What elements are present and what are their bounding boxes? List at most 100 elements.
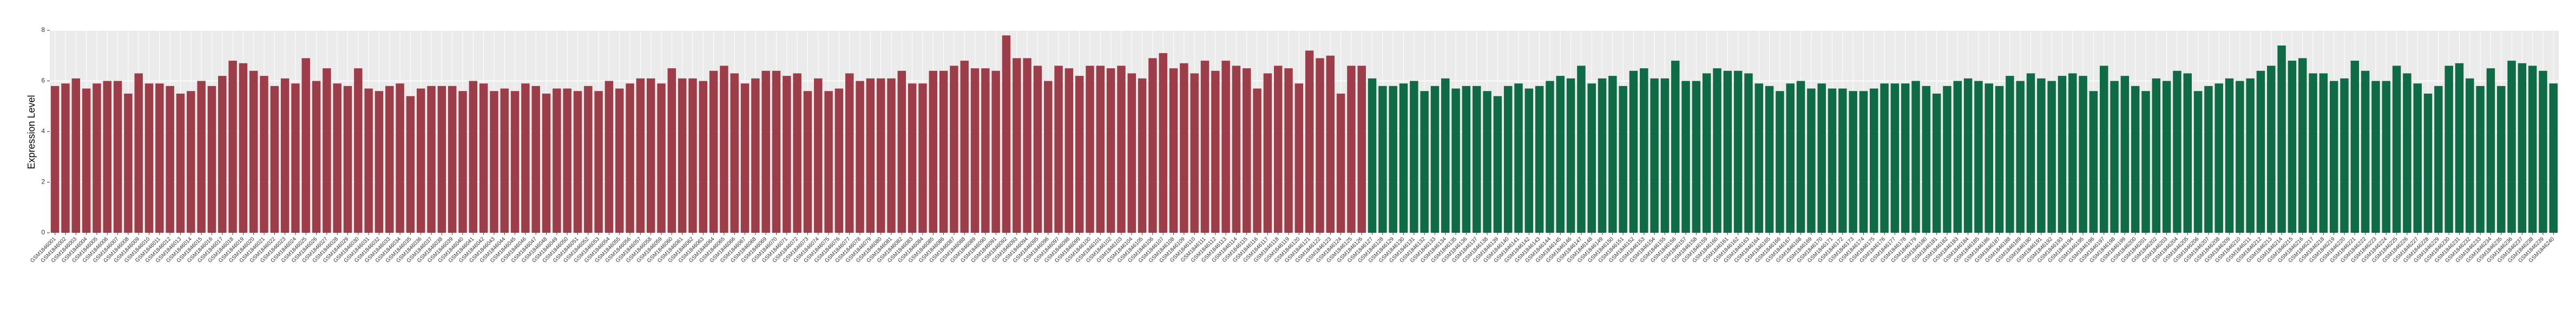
bar: [573, 91, 582, 233]
bar: [2183, 73, 2192, 233]
bar: [636, 78, 645, 233]
bar: [1451, 88, 1460, 233]
bar: [918, 83, 927, 233]
bar: [563, 88, 571, 233]
bar: [1765, 86, 1774, 233]
bar: [646, 78, 655, 233]
bar: [1347, 66, 1356, 233]
bar: [249, 70, 258, 233]
bar: [2392, 66, 2401, 233]
bar: [950, 66, 958, 233]
bar: [1776, 91, 1784, 233]
bar: [1221, 61, 1230, 233]
bar: [1660, 78, 1670, 233]
bar: [1138, 78, 1147, 233]
bar: [2236, 81, 2244, 233]
bar: [1577, 66, 1586, 233]
bar: [2340, 78, 2349, 233]
bar: [2288, 61, 2297, 233]
bar: [1671, 61, 1680, 233]
bar: [1963, 78, 1973, 233]
bar: [553, 88, 561, 233]
bar: [1106, 68, 1115, 233]
bar: [699, 81, 708, 233]
bar: [1284, 68, 1293, 233]
bar: [1243, 68, 1251, 233]
bar: [2256, 70, 2265, 233]
bar: [1796, 81, 1805, 233]
bar: [1086, 66, 1094, 233]
bar: [364, 88, 373, 233]
bar: [1692, 81, 1701, 233]
bar: [793, 73, 801, 233]
bar: [678, 78, 687, 233]
bar: [2277, 45, 2286, 233]
bar: [510, 91, 520, 233]
bar: [197, 81, 206, 233]
bar: [751, 78, 760, 233]
bar: [427, 86, 436, 233]
bar: [2361, 70, 2370, 233]
bar: [1096, 66, 1105, 233]
bar: [1294, 83, 1304, 233]
y-tick-label: 6: [41, 77, 45, 84]
bar: [2193, 91, 2203, 233]
bar: [1389, 86, 1397, 233]
bar: [584, 86, 593, 233]
bar: [1953, 81, 1962, 233]
bar: [1713, 68, 1721, 233]
bar: [176, 93, 185, 233]
bar: [2267, 66, 2276, 233]
bar: [1023, 58, 1031, 233]
bar: [2319, 73, 2328, 233]
bar: [2068, 73, 2077, 233]
bar: [2058, 76, 2067, 233]
bar: [1044, 81, 1053, 233]
bar: [1190, 73, 1199, 233]
bar: [1786, 83, 1795, 233]
bar: [124, 93, 133, 233]
bar: [458, 91, 467, 233]
bar: [824, 91, 833, 233]
bar: [2214, 83, 2223, 233]
bar: [1483, 91, 1491, 233]
bar: [1681, 81, 1690, 233]
bar: [2047, 81, 2056, 233]
bar: [2382, 81, 2391, 233]
bar: [1744, 73, 1753, 233]
bar: [866, 78, 875, 233]
bar: [301, 58, 310, 233]
bar: [1013, 58, 1021, 233]
bar: [2528, 66, 2537, 233]
bar: [1420, 91, 1429, 233]
bar: [626, 83, 634, 233]
bar: [1410, 81, 1418, 233]
bar: [897, 70, 906, 233]
bar: [103, 81, 111, 233]
bar: [207, 86, 216, 233]
bar: [542, 93, 551, 233]
bar: [155, 83, 164, 233]
bar: [1828, 88, 1837, 233]
bar: [1535, 86, 1544, 233]
bar: [1336, 93, 1345, 233]
bar: [2110, 81, 2119, 233]
bar: [1922, 86, 1931, 233]
bar: [1441, 78, 1450, 233]
bar: [1817, 83, 1826, 233]
bar: [1629, 70, 1638, 233]
bar: [981, 68, 990, 233]
bar: [417, 88, 425, 233]
bar: [50, 86, 60, 233]
bar: [1974, 81, 1983, 233]
bar: [2089, 91, 2098, 233]
bar: [730, 73, 739, 233]
bar: [490, 91, 498, 233]
bar: [2518, 63, 2527, 233]
bar: [406, 96, 415, 233]
bar: [1472, 86, 1481, 233]
bar: [720, 66, 728, 233]
bar: [2016, 81, 2025, 233]
